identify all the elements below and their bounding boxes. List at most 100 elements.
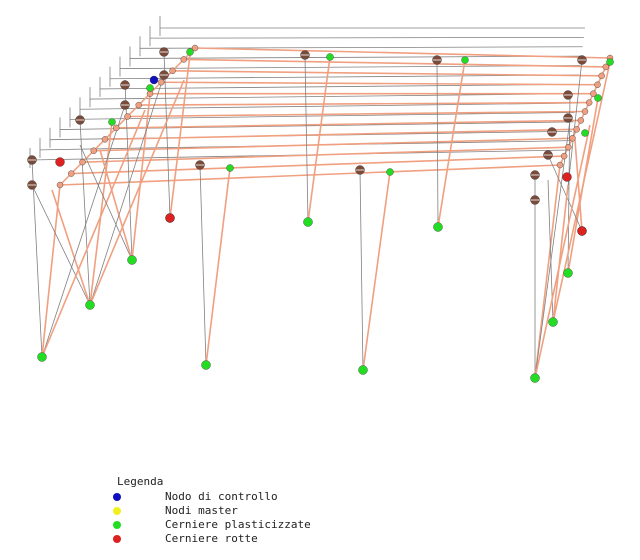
broken-hinge [165, 213, 175, 223]
deck-node [191, 44, 199, 52]
broken-hinge [55, 157, 65, 167]
legend-label: Nodi master [165, 504, 238, 517]
beam-deformed [194, 47, 611, 59]
beam-deformed [183, 58, 606, 68]
plastic-hinge [108, 118, 116, 126]
column-undeformed [124, 79, 133, 261]
plastic-hinge [563, 268, 573, 278]
plastic-hinge [326, 53, 334, 61]
deck-node [594, 81, 601, 88]
brace-deformed [534, 124, 591, 379]
plastic-hinge [201, 360, 211, 370]
broken-hinge [577, 226, 587, 236]
beam-undeformed [109, 74, 580, 80]
legend-marker [113, 521, 121, 529]
deck-node [158, 79, 165, 86]
deck-node [101, 136, 109, 143]
column-deformed [205, 167, 231, 366]
column-undeformed [79, 119, 91, 306]
brace-deformed [41, 109, 146, 358]
plastic-hinge [594, 94, 602, 102]
legend-label: Nodo di controllo [165, 490, 278, 503]
plastic-hinge [127, 255, 137, 265]
plastic-hinge [530, 373, 540, 383]
beam-undeformed [129, 55, 582, 59]
column-undeformed [304, 56, 309, 223]
deck-node [90, 147, 97, 154]
beam-deformed [59, 164, 561, 186]
brace-deformed [89, 79, 185, 306]
beam-undeformed [79, 102, 576, 110]
deck-node [113, 124, 120, 132]
column-undeformed [436, 59, 439, 228]
beam-deformed [93, 137, 573, 152]
deck-node [577, 117, 585, 124]
column-deformed [307, 56, 331, 223]
beam-deformed [82, 146, 569, 163]
beam-undeformed [99, 83, 579, 90]
broken-hinge [562, 172, 572, 182]
deck-node [68, 170, 75, 177]
legend-marker [113, 493, 121, 501]
column-deformed [574, 139, 583, 232]
brace [79, 144, 133, 261]
column-deformed [41, 184, 61, 358]
beam-undeformed [89, 93, 577, 100]
column-undeformed [163, 51, 171, 219]
deck-node [169, 67, 176, 75]
deck-node [56, 181, 64, 189]
brace-deformed [99, 149, 133, 261]
plastic-hinge [358, 365, 368, 375]
deck-node [560, 152, 568, 160]
deck-node [585, 99, 593, 106]
deck-node [602, 63, 610, 71]
brace-deformed [552, 184, 569, 323]
plastic-hinge [548, 317, 558, 327]
column-deformed [552, 61, 611, 323]
legend-marker [113, 535, 121, 543]
column-deformed [437, 59, 466, 228]
deck-node [590, 90, 597, 97]
plastic-hinge [386, 168, 394, 176]
beam-deformed [172, 70, 602, 77]
plastic-hinge [581, 129, 589, 137]
beam-deformed [138, 101, 590, 106]
deck-node [565, 143, 572, 151]
brace [534, 119, 571, 379]
deck-node [581, 108, 589, 115]
deck-node [556, 161, 564, 169]
beam-deformed [71, 155, 565, 175]
beam-deformed [104, 128, 577, 141]
plastic-hinge [146, 84, 154, 92]
column-undeformed [547, 154, 583, 232]
beam-deformed [161, 81, 598, 86]
plastic-hinge [433, 222, 443, 232]
beam-deformed [127, 110, 586, 118]
nodes [27, 44, 614, 383]
column-deformed [169, 54, 191, 219]
legend-label: Cerniere rotte [165, 532, 258, 545]
brace [31, 184, 91, 306]
column-undeformed [199, 164, 207, 366]
legend-marker [113, 507, 121, 515]
legend-title: Legenda [117, 475, 163, 488]
control-node [149, 75, 159, 85]
plastic-hinge [186, 48, 194, 56]
column-undeformed [359, 169, 364, 371]
plastic-hinge [303, 217, 313, 227]
deck-node [79, 158, 86, 166]
plastic-hinge [37, 352, 47, 362]
brace [89, 74, 165, 306]
legend-label: Cerniere plasticizzate [165, 518, 311, 531]
column-deformed [362, 171, 391, 371]
plastic-hinge [606, 58, 614, 66]
deck-node [598, 72, 605, 80]
beam-undeformed [119, 65, 581, 70]
structure [29, 16, 611, 379]
beam-deformed [116, 119, 581, 129]
beam-undeformed [149, 36, 584, 39]
plastic-hinge [461, 56, 469, 64]
deck-node [180, 56, 187, 63]
